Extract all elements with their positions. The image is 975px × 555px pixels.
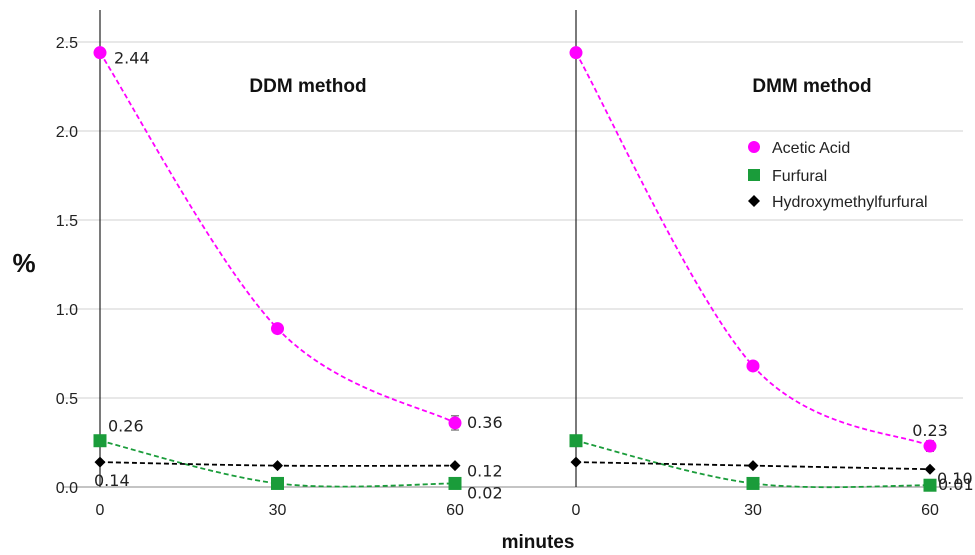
x-axis-label: minutes [502, 532, 575, 553]
data-point-acetic-acid [448, 416, 462, 430]
y-tick-label: 2.5 [56, 35, 78, 52]
data-label: 2.44 [114, 49, 150, 68]
series-line-acetic-acid [99, 52, 456, 424]
legend: Acetic Acid Furfural Hydroxymethylfurfur… [748, 140, 928, 211]
data-point-acetic-acid [271, 322, 284, 336]
panel-title-right: DMM method [752, 76, 871, 97]
axes [99, 10, 577, 487]
legend-marker-acetic-acid [748, 141, 760, 153]
data-point-acetic-acid [93, 46, 107, 60]
series-line-acetic-acid [575, 52, 931, 447]
data-label: 0.36 [467, 413, 503, 432]
data-point-hydroxymethylfurfural [747, 460, 759, 472]
data-point-hydroxymethylfurfural [570, 456, 582, 468]
x-tick-label: 0 [572, 502, 581, 519]
y-tick-label: 0.5 [56, 391, 78, 408]
y-tick-label: 2.0 [56, 124, 78, 141]
series-markers [93, 46, 937, 492]
series-lines [99, 52, 931, 489]
y-tick-label: 1.0 [56, 302, 78, 319]
data-point-hydroxymethylfurfural [272, 460, 283, 472]
data-point-acetic-acid [746, 359, 760, 373]
legend-marker-furfural [748, 169, 760, 181]
legend-label-furfural: Furfural [772, 168, 827, 185]
data-point-hydroxymethylfurfural [924, 463, 936, 475]
x-tick-label: 60 [446, 502, 464, 519]
legend-label-hmf: Hydroxymethylfurfural [772, 194, 928, 211]
data-labels: 2.44 0.36 0.26 0.02 0.14 0.12 0.23 0.010.10 [94, 49, 974, 503]
data-point-furfural [93, 434, 107, 448]
data-point-furfural [569, 434, 583, 448]
data-point-furfural [271, 476, 284, 490]
data-point-furfural [923, 478, 937, 492]
data-point-acetic-acid [923, 439, 937, 453]
data-point-hydroxymethylfurfural [449, 460, 461, 472]
legend-label-acetic-acid: Acetic Acid [772, 140, 850, 157]
data-label: 0.01 [938, 475, 974, 494]
y-axis-label: % [12, 248, 35, 278]
x-tick-label: 30 [744, 502, 762, 519]
x-tick-label: 60 [921, 502, 939, 519]
series-line-furfural [575, 439, 931, 489]
data-point-hydroxymethylfurfural [94, 456, 106, 468]
data-point-furfural [746, 476, 760, 490]
legend-marker-hmf [748, 195, 760, 207]
data-label: 0.12 [467, 462, 503, 481]
data-label: 0.14 [94, 471, 130, 490]
grid [64, 41, 963, 488]
panel-title-left: DDM method [249, 76, 366, 97]
data-point-furfural [448, 476, 462, 490]
x-tick-label: 0 [96, 502, 105, 519]
y-tick-label: 0.0 [56, 480, 78, 497]
data-label: 0.10 [937, 469, 973, 488]
x-ticks: 0 30 60 0 30 60 [96, 502, 939, 519]
data-label: 0.02 [467, 483, 503, 502]
y-tick-label: 1.5 [56, 213, 78, 230]
x-tick-label: 30 [269, 502, 287, 519]
data-point-acetic-acid [569, 46, 583, 60]
data-label: 0.23 [912, 421, 948, 440]
data-label: 0.26 [108, 417, 144, 436]
y-ticks: 0.0 0.5 1.0 1.5 2.0 2.5 [56, 35, 78, 497]
series-line-furfural [99, 439, 456, 488]
